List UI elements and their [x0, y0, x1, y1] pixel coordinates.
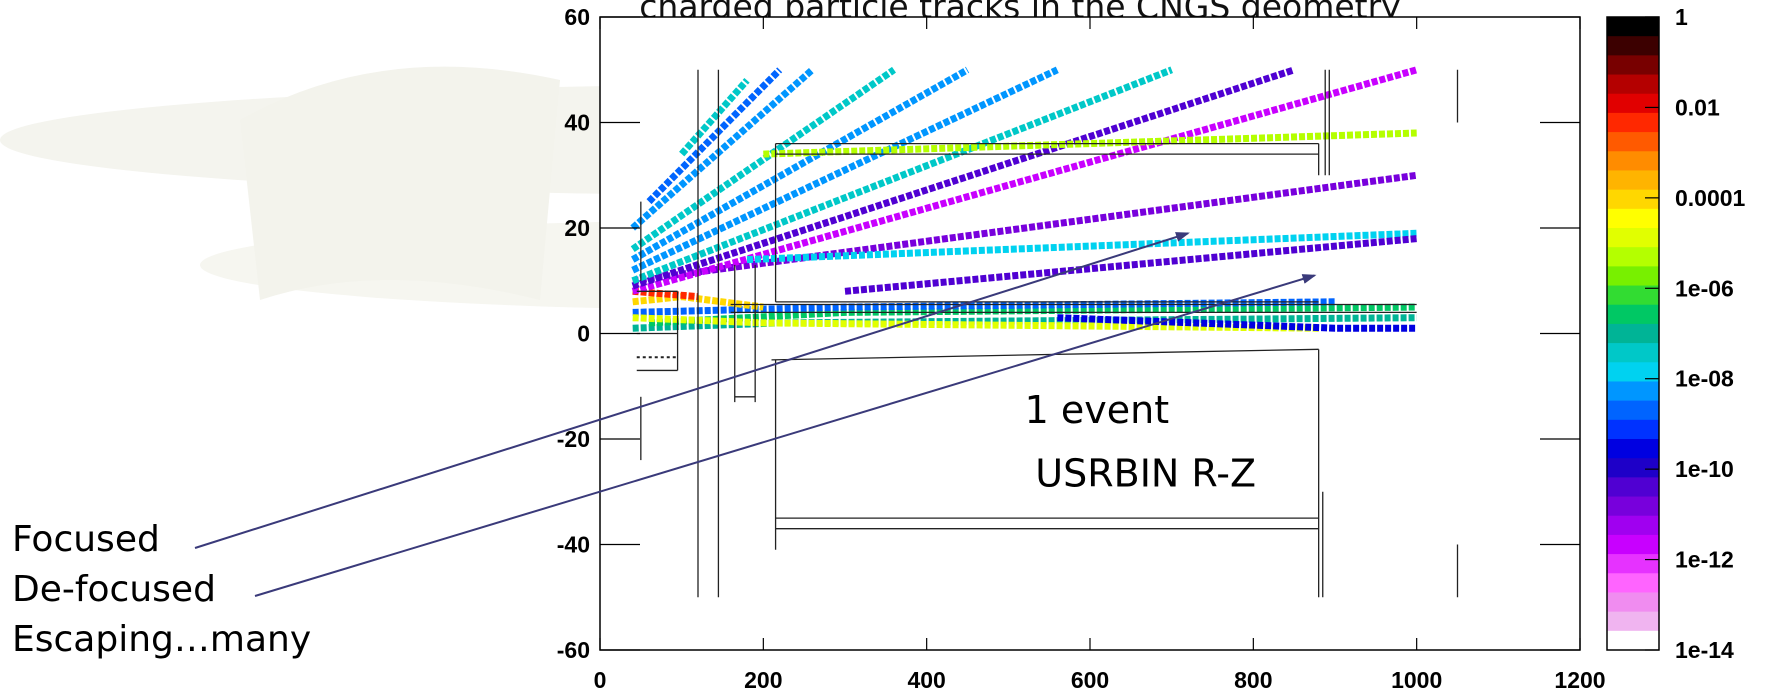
colorbar-swatch-12 — [1607, 247, 1659, 267]
track-9 — [631, 66, 1296, 290]
geometry-line-9 — [771, 348, 1319, 361]
colorbar-label-0: 1 — [1675, 4, 1688, 30]
plot-background — [600, 17, 1580, 650]
colorbar-swatch-13 — [1607, 266, 1659, 287]
track-11 — [631, 66, 1059, 274]
colorbar-swatch-0 — [1607, 17, 1659, 37]
track-12 — [630, 66, 970, 263]
colorbar-swatch-17 — [1607, 343, 1659, 363]
colorbar-swatch-21 — [1607, 419, 1659, 440]
colorbar-label-2: 0.0001 — [1675, 185, 1746, 211]
colorbar-frame — [1606, 16, 1660, 651]
track-16 — [679, 77, 750, 157]
colorbar-swatch-8 — [1607, 170, 1659, 191]
track-19 — [763, 129, 1417, 158]
colorbar-swatch-10 — [1607, 208, 1659, 229]
colorbar-swatch-15 — [1607, 304, 1659, 325]
track-15 — [646, 67, 783, 205]
colorbar-swatch-28 — [1607, 554, 1659, 574]
colorbar-swatch-11 — [1607, 228, 1659, 248]
label-de-focused: De-focused — [12, 569, 216, 610]
y-tick-label-2: 20 — [564, 215, 590, 241]
colorbar-label-6: 1e-12 — [1675, 547, 1734, 573]
colorbar-label-7: 1e-14 — [1675, 637, 1734, 663]
x-tick-label-3: 600 — [1071, 667, 1109, 693]
colorbar-swatch-30 — [1607, 592, 1659, 613]
colorbar-swatch-19 — [1607, 381, 1659, 402]
track-10 — [631, 66, 1173, 285]
y-tick-label-1: 40 — [564, 110, 590, 136]
colorbar-swatch-25 — [1607, 496, 1659, 517]
y-tick-label-3: 0 — [577, 321, 590, 347]
track-7 — [632, 171, 1418, 285]
colorbar-swatch-3 — [1607, 74, 1659, 95]
arrow-de-focused — [254, 274, 1317, 597]
x-tick-label-2: 400 — [907, 667, 945, 693]
label-focused: Focused — [12, 519, 160, 560]
colorbar-label-5: 1e-10 — [1675, 456, 1734, 482]
annotation-0: 1 event — [1025, 388, 1170, 432]
annotation-layer: 1 event USRBIN R-Z — [1025, 388, 1256, 495]
colorbar-label-4: 1e-08 — [1675, 366, 1734, 392]
colorbar-swatch-27 — [1607, 534, 1659, 555]
colorbar-swatch-20 — [1607, 400, 1659, 421]
colorbar-swatch-2 — [1607, 55, 1659, 76]
y-tick-label-5: -40 — [557, 532, 590, 558]
colorbar: 1 0.01 0.0001 1e-06 1e-08 1e-10 1e-12 1e-14 — [1606, 4, 1746, 663]
colorbar-swatch-31 — [1607, 611, 1659, 632]
x-tick-label-4: 800 — [1234, 667, 1272, 693]
x-tick-label-6: 1200 — [1554, 667, 1605, 693]
colorbar-swatch-26 — [1607, 515, 1659, 536]
colorbar-swatch-14 — [1607, 285, 1659, 306]
colorbar-swatch-5 — [1607, 112, 1659, 133]
colorbar-swatch-18 — [1607, 362, 1659, 383]
colorbar-swatch-24 — [1607, 477, 1659, 498]
track-5 — [632, 314, 1319, 332]
x-tick-label-0: 0 — [594, 667, 607, 693]
annotation-1: USRBIN R-Z — [1035, 451, 1256, 495]
geometry-outline — [636, 69, 1459, 598]
y-tick-label-0: 60 — [564, 4, 590, 30]
colorbar-swatch-4 — [1607, 93, 1659, 114]
colorbar-swatch-6 — [1607, 132, 1659, 152]
label-escaping: Escaping…many — [12, 619, 312, 660]
pointer-arrows — [194, 232, 1317, 597]
y-tick-label-6: -60 — [557, 637, 590, 663]
track-2 — [632, 298, 1336, 316]
colorbar-label-3: 1e-06 — [1675, 275, 1734, 301]
track-6 — [1057, 314, 1417, 332]
x-tick-label-1: 200 — [744, 667, 782, 693]
colorbar-swatch-29 — [1607, 573, 1659, 594]
colorbar-swatch-32 — [1607, 630, 1659, 651]
arrow-focused — [194, 232, 1190, 549]
colorbar-swatch-9 — [1607, 189, 1659, 210]
colorbar-swatch-22 — [1607, 439, 1659, 459]
colorbar-swatch-23 — [1607, 458, 1659, 478]
colorbar-label-1: 0.01 — [1675, 94, 1720, 120]
colorbar-swatch-1 — [1607, 36, 1659, 56]
colorbar-swatch-7 — [1607, 151, 1659, 172]
track-13 — [630, 66, 896, 252]
colorbar-swatch-16 — [1607, 323, 1659, 344]
x-tick-label-5: 1000 — [1391, 667, 1442, 693]
track-4 — [632, 287, 699, 301]
y-tick-label-4: -20 — [557, 426, 590, 452]
